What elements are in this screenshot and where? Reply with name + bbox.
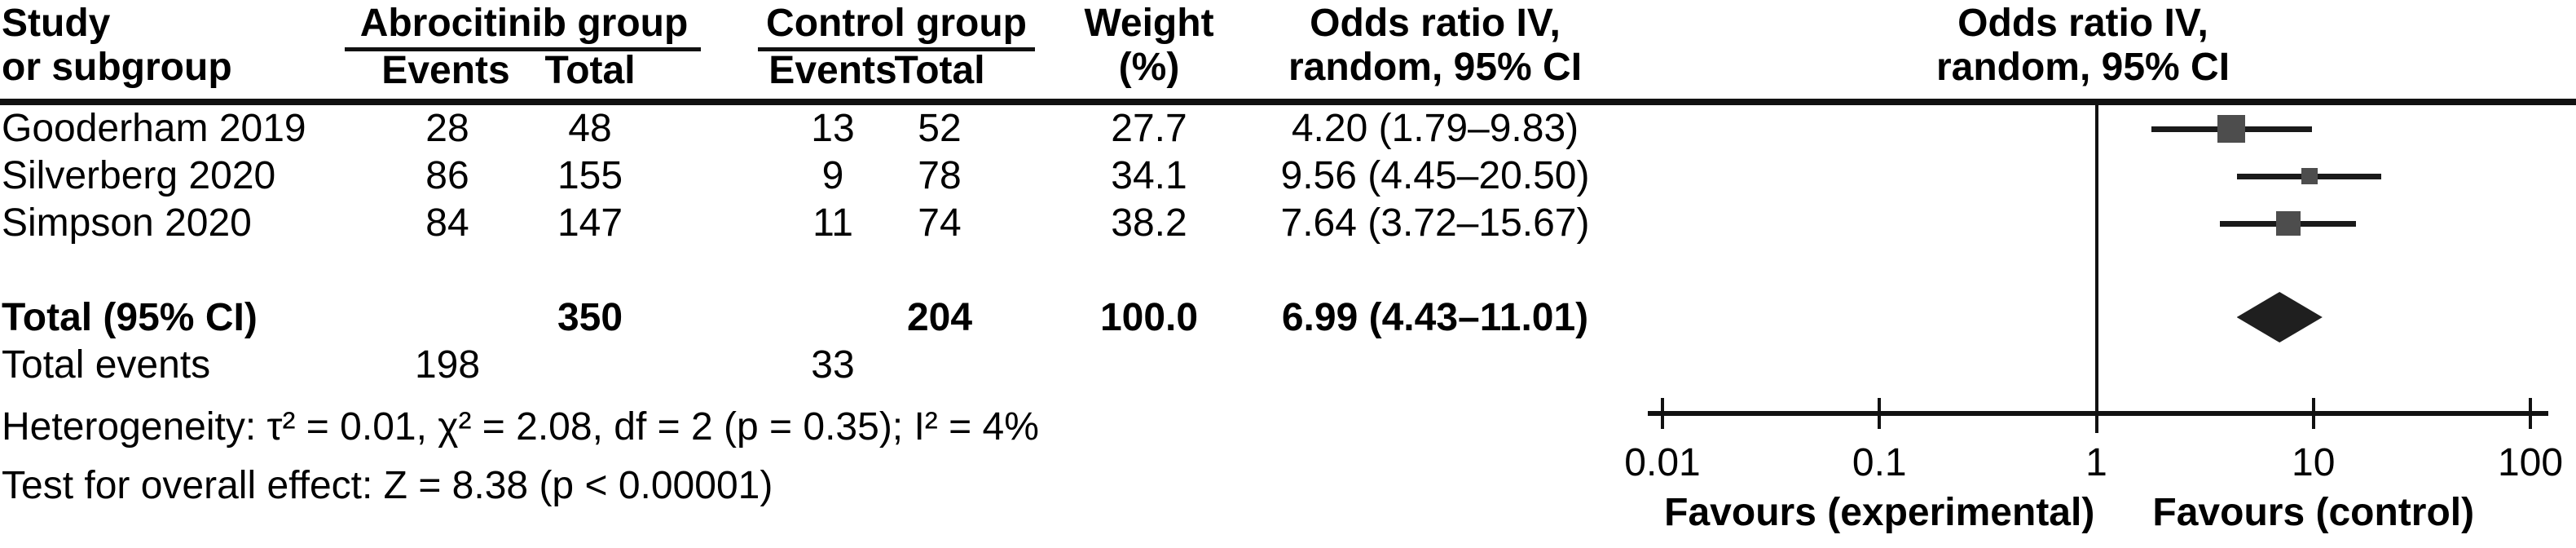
group2-events-header: Events bbox=[768, 49, 897, 92]
weight-value: 27.7 bbox=[1111, 107, 1187, 150]
group2-header: Control group bbox=[766, 2, 1027, 45]
total-row-or-ci: 6.99 (4.43–11.01) bbox=[1281, 296, 1589, 339]
x-axis-tick bbox=[1878, 398, 1882, 429]
x-axis-tick-label: 1 bbox=[2085, 441, 2107, 484]
or-ci-value: 9.56 (4.45–20.50) bbox=[1280, 154, 1590, 197]
or-point-square bbox=[2217, 115, 2246, 143]
group1-events-header: Events bbox=[381, 49, 510, 92]
group1-header: Abrocitinib group bbox=[359, 2, 689, 45]
total-row-total1: 350 bbox=[557, 296, 623, 339]
x-axis-tick-label: 10 bbox=[2292, 441, 2336, 484]
study-name: Silverberg 2020 bbox=[2, 154, 276, 197]
study-header-line1: Study bbox=[2, 2, 111, 45]
or-point-square bbox=[2301, 168, 2318, 184]
total-experimental: 48 bbox=[568, 107, 612, 150]
x-axis-tick bbox=[2311, 398, 2315, 429]
reference-line-or-1 bbox=[2094, 105, 2098, 433]
events-control: 9 bbox=[821, 154, 844, 197]
events-experimental: 86 bbox=[425, 154, 469, 197]
group1-total-header: Total bbox=[544, 49, 636, 92]
events-experimental: 84 bbox=[425, 201, 469, 245]
total-events-group1: 198 bbox=[414, 343, 481, 387]
or-point-square bbox=[2275, 211, 2301, 236]
x-axis-tick bbox=[2529, 398, 2532, 429]
weight-value: 34.1 bbox=[1111, 154, 1187, 197]
plot-header-line1: Odds ratio IV, bbox=[1957, 2, 2208, 45]
or-column-header-line2: random, 95% CI bbox=[1288, 46, 1583, 89]
total-row-weight: 100.0 bbox=[1099, 296, 1199, 339]
x-axis-tick bbox=[1661, 398, 1664, 429]
pooled-diamond bbox=[2236, 292, 2323, 342]
x-axis-tick bbox=[2094, 398, 2098, 429]
group2-underline bbox=[758, 47, 1035, 51]
or-ci-value: 4.20 (1.79–9.83) bbox=[1291, 107, 1579, 150]
total-row-label: Total (95% CI) bbox=[2, 296, 258, 339]
favours-experimental-label: Favours (experimental) bbox=[1664, 491, 2095, 534]
total-experimental: 147 bbox=[557, 201, 623, 245]
total-row-total2: 204 bbox=[906, 296, 973, 339]
overall-effect-text: Test for overall effect: Z = 8.38 (p < 0… bbox=[2, 464, 773, 507]
group2-total-header: Total bbox=[894, 49, 985, 92]
total-control: 78 bbox=[918, 154, 962, 197]
study-name: Gooderham 2019 bbox=[2, 107, 306, 150]
total-control: 52 bbox=[918, 107, 962, 150]
favours-control-label: Favours (control) bbox=[2152, 491, 2475, 534]
weight-header-line1: Weight bbox=[1084, 2, 1214, 45]
weight-header-line2: (%) bbox=[1118, 46, 1180, 89]
group1-underline bbox=[345, 47, 701, 51]
total-events-label: Total events bbox=[2, 343, 211, 387]
weight-value: 38.2 bbox=[1111, 201, 1187, 245]
plot-header-line2: random, 95% CI bbox=[1935, 46, 2230, 89]
events-control: 13 bbox=[811, 107, 855, 150]
x-axis-line bbox=[1648, 411, 2548, 416]
or-ci-value: 7.64 (3.72–15.67) bbox=[1280, 201, 1590, 245]
total-control: 74 bbox=[918, 201, 962, 245]
header-rule bbox=[0, 99, 2576, 105]
total-experimental: 155 bbox=[557, 154, 623, 197]
total-events-group2: 33 bbox=[811, 343, 855, 387]
events-control: 11 bbox=[812, 201, 853, 245]
study-name: Simpson 2020 bbox=[2, 201, 252, 245]
x-axis-tick-label: 0.1 bbox=[1852, 441, 1907, 484]
study-header-line2: or subgroup bbox=[2, 46, 232, 89]
x-axis-tick-label: 0.01 bbox=[1624, 441, 1701, 484]
events-experimental: 28 bbox=[425, 107, 469, 150]
x-axis-tick-label: 100 bbox=[2497, 441, 2564, 484]
or-column-header-line1: Odds ratio IV, bbox=[1310, 2, 1561, 45]
heterogeneity-text: Heterogeneity: τ² = 0.01, χ² = 2.08, df … bbox=[2, 405, 1039, 449]
